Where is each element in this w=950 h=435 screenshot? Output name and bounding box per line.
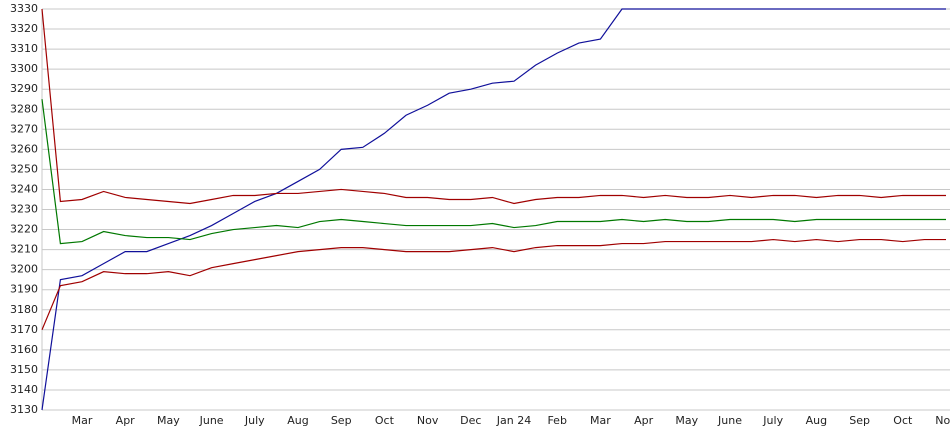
y-tick-label: 3220 (10, 223, 38, 236)
x-tick-label: Apr (634, 414, 654, 427)
y-tick-label: 3230 (10, 203, 38, 216)
x-tick-label: Dec (460, 414, 481, 427)
x-tick-label: Oct (893, 414, 913, 427)
y-tick-label: 3300 (10, 62, 38, 75)
y-tick-label: 3200 (10, 263, 38, 276)
y-tick-label: 3280 (10, 102, 38, 115)
x-tick-label: July (762, 414, 783, 427)
y-tick-label: 3240 (10, 182, 38, 195)
y-tick-label: 3250 (10, 162, 38, 175)
y-tick-label: 3260 (10, 142, 38, 155)
x-tick-label: May (157, 414, 180, 427)
x-tick-label: May (675, 414, 698, 427)
x-tick-label: Aug (287, 414, 308, 427)
y-tick-label: 3290 (10, 82, 38, 95)
x-tick-label: July (244, 414, 265, 427)
series-line (41, 238, 946, 331)
y-tick-label: 3160 (10, 343, 38, 356)
y-tick-label: 3330 (10, 2, 38, 15)
x-tick-label: Oct (375, 414, 395, 427)
x-tick-label: Feb (547, 414, 566, 427)
y-tick-label: 3210 (10, 243, 38, 256)
y-tick-label: 3310 (10, 42, 38, 55)
series-line (41, 8, 946, 411)
x-tick-label: Sep (331, 414, 352, 427)
x-tick-label: Nov (417, 414, 439, 427)
x-tick-label: June (717, 414, 742, 427)
x-tick-label: Apr (116, 414, 136, 427)
y-tick-label: 3170 (10, 323, 38, 336)
y-tick-label: 3190 (10, 283, 38, 296)
x-tick-label: Mar (590, 414, 611, 427)
y-tick-label: 3180 (10, 303, 38, 316)
series-line (41, 8, 946, 205)
x-tick-label: Sep (849, 414, 870, 427)
x-tick-label: Nov (935, 414, 950, 427)
y-tick-label: 3270 (10, 122, 38, 135)
x-tick-label: Mar (72, 414, 93, 427)
series-line (41, 99, 946, 245)
x-tick-label: Jan 24 (496, 414, 531, 427)
x-tick-label: June (199, 414, 224, 427)
y-tick-label: 3150 (10, 363, 38, 376)
y-tick-label: 3320 (10, 22, 38, 35)
y-tick-label: 3140 (10, 383, 38, 396)
x-tick-label: Aug (806, 414, 827, 427)
y-tick-label: 3130 (10, 403, 38, 416)
